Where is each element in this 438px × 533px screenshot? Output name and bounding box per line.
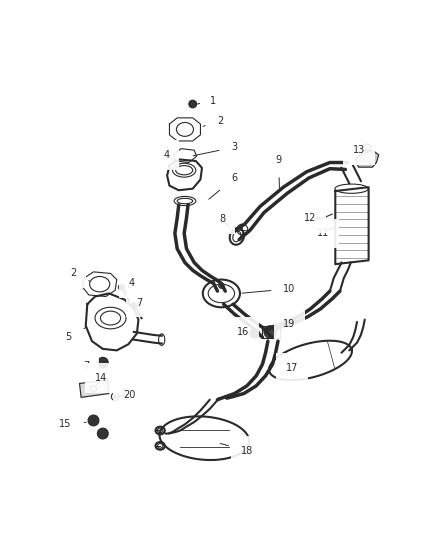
Text: 18: 18	[220, 443, 253, 456]
Text: 2: 2	[203, 116, 224, 126]
Polygon shape	[80, 379, 109, 398]
Text: 10: 10	[242, 284, 296, 294]
Circle shape	[118, 284, 124, 290]
Text: 4: 4	[126, 278, 134, 291]
Text: 6: 6	[209, 173, 237, 199]
Circle shape	[88, 415, 99, 426]
Circle shape	[315, 217, 322, 224]
Text: 2: 2	[70, 269, 90, 281]
Text: 20: 20	[118, 390, 135, 400]
Circle shape	[97, 428, 108, 439]
Text: 5: 5	[66, 327, 86, 342]
Text: 7: 7	[132, 297, 142, 308]
Circle shape	[113, 395, 117, 398]
Polygon shape	[356, 150, 379, 167]
Text: 12: 12	[304, 213, 317, 223]
Text: 13: 13	[353, 145, 365, 155]
Text: 15: 15	[60, 419, 86, 429]
Text: 14: 14	[95, 373, 107, 385]
Text: 16: 16	[237, 327, 249, 337]
Text: 9: 9	[276, 155, 282, 188]
Circle shape	[131, 303, 137, 309]
Circle shape	[97, 357, 108, 368]
Text: 3: 3	[193, 142, 237, 156]
Circle shape	[264, 326, 276, 338]
Text: 1: 1	[198, 96, 216, 106]
Circle shape	[189, 100, 197, 108]
Circle shape	[219, 283, 224, 288]
Text: 11: 11	[317, 227, 335, 238]
Text: 7: 7	[83, 361, 100, 371]
Text: 17: 17	[273, 362, 298, 373]
Text: 4: 4	[163, 150, 175, 162]
Circle shape	[250, 329, 259, 338]
Text: 19: 19	[270, 319, 296, 330]
Text: 8: 8	[219, 214, 230, 228]
